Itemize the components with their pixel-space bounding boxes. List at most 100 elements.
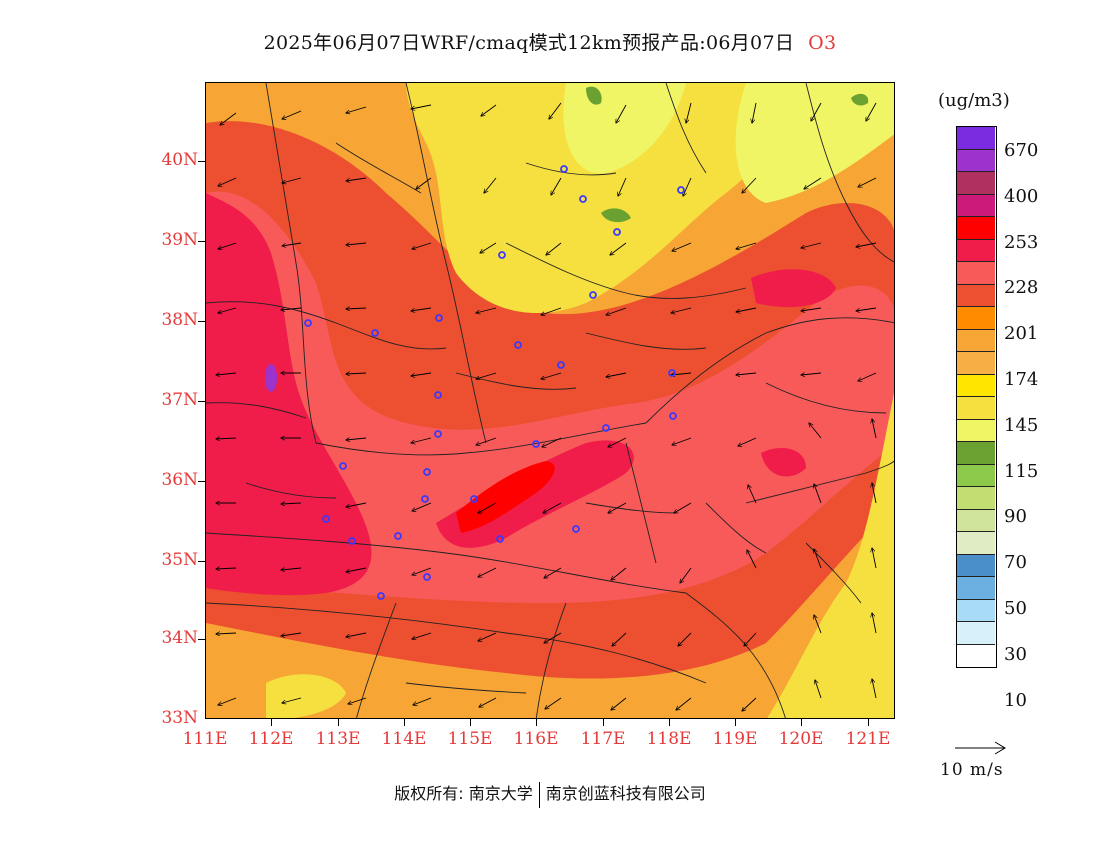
lon-label: 116E bbox=[513, 729, 559, 749]
lat-label: 40N bbox=[161, 150, 198, 170]
legend-swatch bbox=[957, 554, 995, 577]
legend-swatch bbox=[957, 397, 995, 420]
field-crimson-west bbox=[206, 193, 372, 596]
lon-label: 115E bbox=[447, 729, 493, 749]
field-red-core bbox=[456, 461, 555, 533]
chart-title: 2025年06月07日WRF/cmaq模式12km预报产品:06月07日 O3 bbox=[0, 28, 1100, 55]
lon-tick bbox=[669, 719, 670, 726]
lon-tick bbox=[536, 719, 537, 726]
copyright-left: 版权所有: 南京大学 bbox=[394, 784, 533, 803]
legend-swatch bbox=[957, 239, 995, 262]
legend-swatch bbox=[957, 442, 995, 465]
lon-label: 119E bbox=[712, 729, 758, 749]
legend-label: 400 bbox=[1004, 185, 1039, 207]
legend-label: 50 bbox=[1004, 598, 1027, 619]
lat-tick bbox=[198, 561, 205, 562]
lat-tick bbox=[198, 321, 205, 322]
field-purple-spot bbox=[265, 364, 277, 392]
legend-swatch bbox=[957, 307, 995, 330]
legend-swatch bbox=[957, 464, 995, 487]
legend-swatch bbox=[957, 487, 995, 510]
legend-swatch bbox=[957, 149, 995, 172]
lon-tick bbox=[338, 719, 339, 726]
field-yellow-east bbox=[767, 393, 894, 718]
legend-swatch bbox=[957, 194, 995, 217]
wind-reference-label: 10 m/s bbox=[940, 760, 1004, 780]
legend-label: 174 bbox=[1004, 369, 1039, 390]
lat-label: 33N bbox=[161, 708, 198, 728]
legend-label: 10 bbox=[1004, 689, 1027, 711]
map-panel[interactable] bbox=[205, 82, 895, 719]
legend-swatch bbox=[957, 577, 995, 600]
lon-tick bbox=[271, 719, 272, 726]
ozone-map bbox=[206, 83, 894, 718]
legend-label: 30 bbox=[1004, 643, 1027, 665]
lon-tick bbox=[868, 719, 869, 726]
legend-label: 115 bbox=[1004, 460, 1039, 482]
legend-swatch bbox=[957, 172, 995, 195]
lon-label: 121E bbox=[845, 729, 891, 749]
legend-label: 670 bbox=[1004, 140, 1039, 161]
field-green-2 bbox=[601, 208, 631, 223]
field-yellow-north bbox=[406, 83, 774, 313]
wind-reference-arrow bbox=[955, 741, 1006, 755]
legend-swatch bbox=[957, 532, 995, 555]
wind-vectors bbox=[216, 102, 877, 711]
legend-swatch bbox=[957, 352, 995, 375]
lat-label: 36N bbox=[161, 470, 198, 490]
lon-tick bbox=[735, 719, 736, 726]
admin-borders bbox=[206, 83, 894, 718]
lat-tick bbox=[198, 639, 205, 640]
legend-label: 90 bbox=[1004, 506, 1027, 528]
legend-label: 70 bbox=[1004, 552, 1027, 574]
lon-label: 111E bbox=[182, 729, 228, 749]
lon-tick bbox=[470, 719, 471, 726]
title-text: 2025年06月07日WRF/cmaq模式12km预报产品:06月07日 bbox=[263, 32, 795, 54]
legend-swatch bbox=[957, 419, 995, 442]
city-stations bbox=[304, 165, 685, 600]
lon-tick bbox=[801, 719, 802, 726]
legend-label: 145 bbox=[1004, 414, 1039, 436]
field-light-yellow-ne bbox=[735, 83, 894, 203]
legend-swatch bbox=[957, 127, 995, 150]
lat-label: 37N bbox=[161, 390, 198, 410]
legend-swatch bbox=[957, 329, 995, 352]
lat-tick bbox=[198, 401, 205, 402]
lon-label: 113E bbox=[315, 729, 361, 749]
field-crimson-se bbox=[761, 448, 806, 477]
legend-unit: (ug/m3) bbox=[938, 90, 1010, 111]
legend-label: 253 bbox=[1004, 231, 1039, 253]
lat-label: 34N bbox=[161, 628, 198, 648]
legend-label: 228 bbox=[1004, 277, 1039, 299]
legend-swatch bbox=[957, 217, 995, 240]
field-salmon bbox=[206, 191, 894, 603]
lon-tick bbox=[404, 719, 405, 726]
legend-swatch bbox=[957, 644, 995, 667]
lat-tick bbox=[198, 161, 205, 162]
legend-swatch bbox=[957, 262, 995, 285]
lat-label: 35N bbox=[161, 550, 198, 570]
lat-label: 39N bbox=[161, 230, 198, 250]
legend-swatch bbox=[957, 622, 995, 645]
copyright-divider bbox=[538, 781, 540, 808]
lat-label: 38N bbox=[161, 310, 198, 330]
legend-swatch bbox=[957, 599, 995, 622]
copyright: 版权所有: 南京大学 南京创蓝科技有限公司 bbox=[0, 780, 1100, 808]
lon-label: 112E bbox=[248, 729, 294, 749]
legend-label: 201 bbox=[1004, 323, 1039, 345]
lon-label: 114E bbox=[381, 729, 427, 749]
lon-label: 120E bbox=[778, 729, 824, 749]
lon-label: 118E bbox=[646, 729, 692, 749]
field-crimson-east bbox=[751, 269, 836, 308]
legend-swatch bbox=[957, 374, 995, 397]
lat-tick bbox=[198, 241, 205, 242]
lon-label: 117E bbox=[580, 729, 626, 749]
field-light-yellow-north bbox=[563, 83, 686, 174]
field-green-3 bbox=[851, 93, 869, 106]
field-green-1 bbox=[586, 86, 602, 105]
legend-swatch bbox=[957, 509, 995, 532]
legend-swatch bbox=[957, 284, 995, 307]
field-yellow-sw bbox=[266, 674, 346, 718]
variable-name: O3 bbox=[808, 32, 837, 54]
color-legend bbox=[956, 126, 997, 668]
